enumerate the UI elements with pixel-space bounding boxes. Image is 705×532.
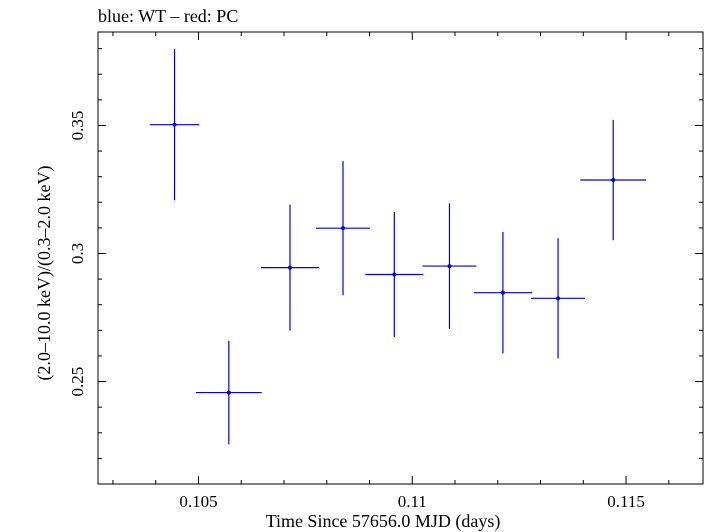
data-point (316, 161, 370, 296)
x-axis-label: Time Since 57656.0 MJD (days) (266, 511, 501, 532)
data-point (422, 203, 477, 329)
data-marker (447, 264, 452, 269)
chart-title: blue: WT – red: PC (98, 6, 238, 26)
y-tick-label: 0.3 (68, 243, 87, 264)
data-marker (226, 390, 231, 395)
data-marker (392, 272, 397, 277)
data-points (149, 49, 647, 445)
data-point (195, 340, 262, 445)
x-tick-label: 0.105 (179, 492, 217, 511)
data-point (365, 212, 424, 338)
data-marker (611, 178, 616, 183)
data-marker (340, 226, 345, 231)
axis-tick-labels: 0.105 0.11 0.115 0.25 0.3 0.35 (68, 111, 645, 511)
data-marker (172, 122, 177, 127)
data-marker (500, 290, 505, 295)
axis-ticks (98, 32, 703, 485)
x-tick-label: 0.11 (398, 492, 427, 511)
y-tick-label: 0.25 (68, 367, 87, 397)
plot-frame (97, 31, 704, 485)
data-point (473, 232, 532, 354)
data-point (149, 49, 200, 201)
data-marker (287, 265, 292, 270)
data-point (260, 204, 320, 331)
data-point (531, 238, 585, 359)
data-point (580, 119, 647, 241)
x-tick-label: 0.115 (607, 492, 645, 511)
y-tick-label: 0.35 (68, 111, 87, 141)
data-marker (556, 296, 561, 301)
y-axis-label: (2.0–10.0 keV)/(0.3–2.0 keV) (34, 166, 55, 381)
